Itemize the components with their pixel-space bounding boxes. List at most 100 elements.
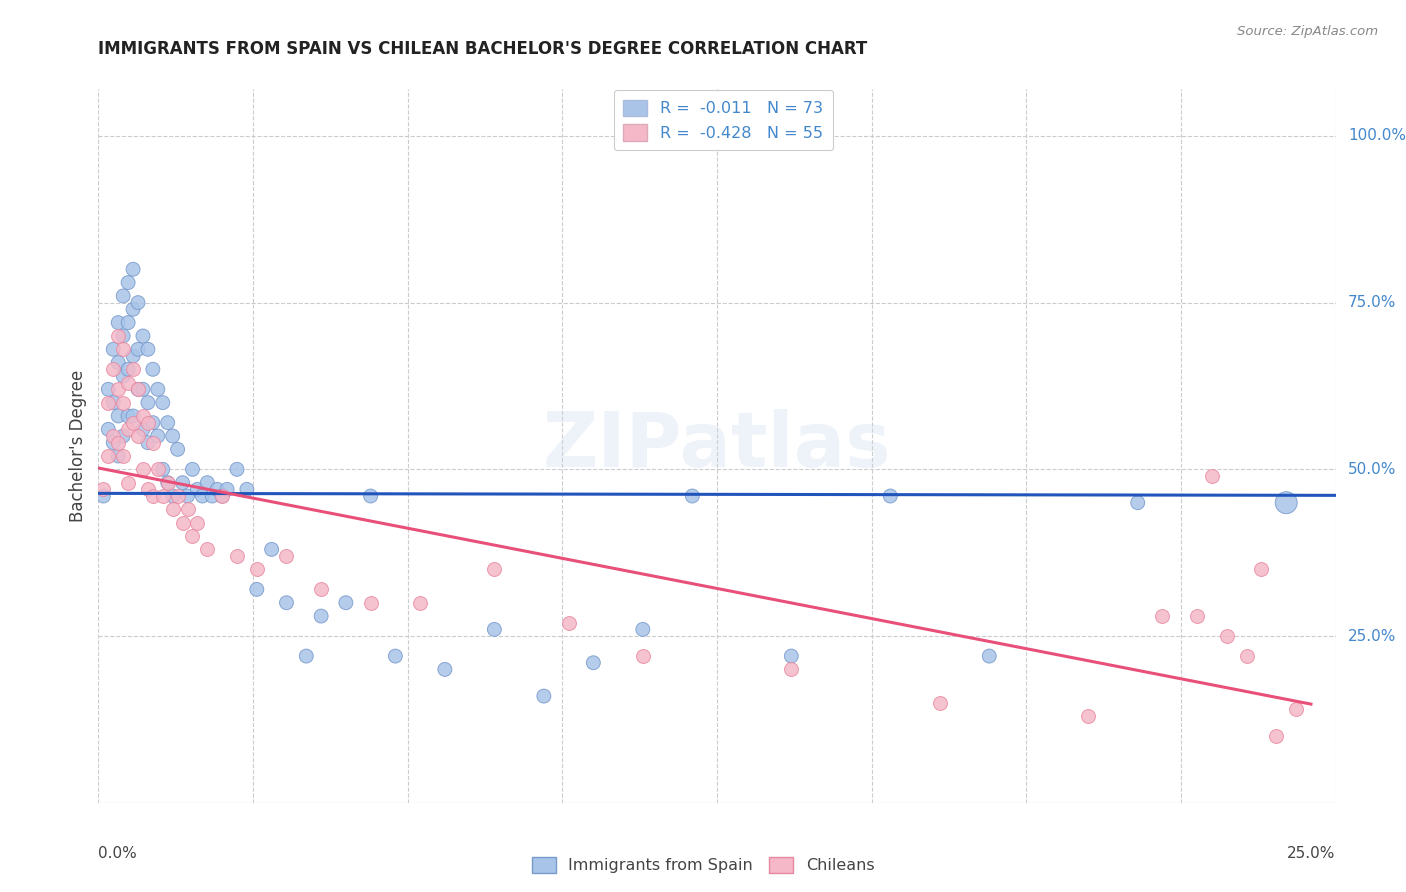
Point [112, 329, 135, 343]
Point [1265, 729, 1288, 743]
Point [631, 623, 654, 637]
Point [172, 475, 194, 490]
Point [226, 549, 249, 563]
Point [122, 262, 145, 277]
Point [195, 542, 218, 557]
Point [117, 362, 139, 376]
Point [360, 596, 382, 610]
Point [117, 376, 139, 390]
Point [1152, 609, 1174, 624]
Point [217, 483, 239, 497]
Point [127, 429, 149, 443]
Text: 25.0%: 25.0% [1348, 629, 1396, 643]
Point [146, 382, 169, 396]
Point [211, 489, 233, 503]
Point [156, 475, 179, 490]
Point [107, 329, 129, 343]
Point [162, 429, 184, 443]
Point [122, 349, 145, 363]
Point [117, 409, 139, 423]
Legend: R =  -0.011   N = 73, R =  -0.428   N = 55: R = -0.011 N = 73, R = -0.428 N = 55 [614, 90, 832, 151]
Point [93, 483, 115, 497]
Point [103, 395, 125, 409]
Point [780, 662, 803, 676]
Point [112, 429, 135, 443]
Point [122, 362, 145, 376]
Point [127, 295, 149, 310]
Text: 25.0%: 25.0% [1288, 846, 1336, 861]
Point [181, 462, 204, 476]
Point [236, 483, 259, 497]
Point [122, 416, 145, 430]
Legend: Immigrants from Spain, Chileans: Immigrants from Spain, Chileans [526, 850, 880, 880]
Point [117, 276, 139, 290]
Point [309, 582, 332, 597]
Point [142, 435, 165, 450]
Point [205, 483, 228, 497]
Point [156, 416, 179, 430]
Point [136, 416, 159, 430]
Point [112, 449, 135, 463]
Point [162, 489, 184, 503]
Point [1185, 609, 1208, 624]
Point [142, 416, 165, 430]
Point [631, 649, 654, 664]
Point [162, 502, 184, 516]
Point [112, 289, 135, 303]
Point [97, 395, 120, 409]
Point [166, 489, 188, 503]
Point [276, 596, 298, 610]
Text: ZIPatlas: ZIPatlas [543, 409, 891, 483]
Point [103, 343, 125, 357]
Point [246, 582, 269, 597]
Point [176, 489, 198, 503]
Point [360, 489, 382, 503]
Point [1216, 629, 1239, 643]
Point [122, 409, 145, 423]
Point [112, 343, 135, 357]
Point [136, 395, 159, 409]
Point [384, 649, 406, 664]
Point [276, 549, 298, 563]
Point [136, 483, 159, 497]
Point [132, 409, 155, 423]
Point [103, 435, 125, 450]
Point [484, 623, 506, 637]
Point [132, 382, 155, 396]
Point [93, 489, 115, 503]
Text: 50.0%: 50.0% [1348, 462, 1396, 477]
Text: Source: ZipAtlas.com: Source: ZipAtlas.com [1237, 25, 1378, 38]
Point [1126, 496, 1149, 510]
Text: 0.0%: 0.0% [98, 846, 138, 861]
Point [97, 422, 120, 436]
Point [166, 442, 188, 457]
Point [1275, 496, 1298, 510]
Point [107, 356, 129, 370]
Point [433, 662, 456, 676]
Point [226, 462, 249, 476]
Point [582, 656, 605, 670]
Point [409, 596, 432, 610]
Point [127, 343, 149, 357]
Point [107, 435, 129, 450]
Point [928, 696, 950, 710]
Text: 100.0%: 100.0% [1348, 128, 1406, 144]
Point [335, 596, 357, 610]
Point [132, 329, 155, 343]
Point [107, 409, 129, 423]
Point [533, 689, 555, 703]
Point [1285, 702, 1308, 716]
Point [557, 615, 579, 630]
Point [107, 449, 129, 463]
Point [1236, 649, 1258, 664]
Point [211, 489, 233, 503]
Point [152, 462, 174, 476]
Point [152, 395, 174, 409]
Point [879, 489, 901, 503]
Text: 75.0%: 75.0% [1348, 295, 1396, 310]
Point [1077, 709, 1099, 723]
Point [152, 489, 174, 503]
Point [127, 382, 149, 396]
Point [117, 422, 139, 436]
Point [136, 435, 159, 450]
